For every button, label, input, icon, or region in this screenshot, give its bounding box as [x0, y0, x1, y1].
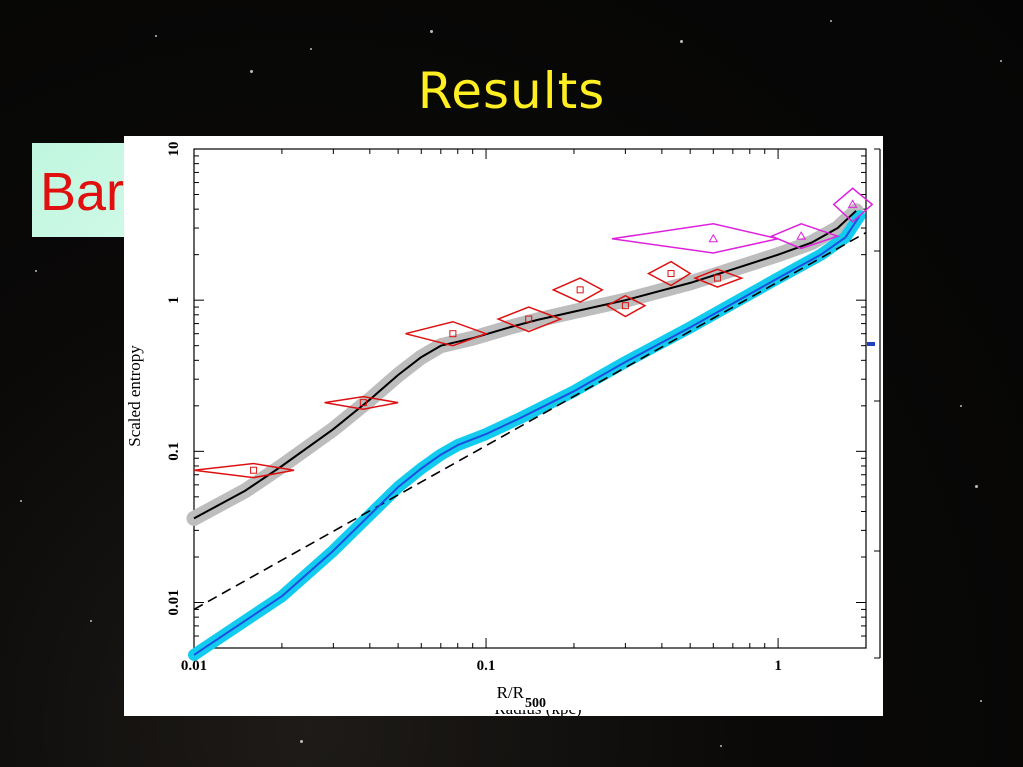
- red-point-marker: [576, 286, 584, 294]
- y-tick-label: 0.01: [166, 589, 182, 615]
- magenta-point-marker: [796, 231, 807, 240]
- red-point-marker: [359, 399, 367, 407]
- red-point-marker: [621, 302, 629, 310]
- star: [35, 270, 37, 272]
- star: [720, 745, 722, 747]
- magenta-point-marker: [847, 199, 858, 208]
- red-point-error-diamond: [193, 462, 295, 479]
- star: [310, 48, 312, 50]
- bullet-text: Bar: [40, 162, 125, 222]
- red-point-marker: [667, 270, 675, 278]
- star: [155, 35, 157, 37]
- series-band-grey: [186, 203, 864, 526]
- star: [680, 40, 683, 43]
- star: [300, 740, 303, 743]
- red-point-marker: [449, 330, 457, 338]
- series-line-black: [193, 210, 857, 520]
- y-axis-label: Scaled entropy: [125, 345, 144, 447]
- slide-title: Results: [417, 62, 606, 120]
- star: [430, 30, 433, 33]
- magenta-point-marker: [708, 233, 719, 243]
- red-point-error-diamond: [605, 294, 647, 318]
- label-mask: [414, 696, 664, 710]
- x-tick-label: 0.1: [477, 658, 496, 674]
- x-tick-label: 0.01: [181, 658, 207, 674]
- red-point-error-diamond: [324, 395, 399, 410]
- series-band-cyan: [188, 210, 866, 661]
- x-axis-label-main: R/R: [497, 683, 525, 702]
- star: [250, 70, 253, 73]
- star: [980, 700, 982, 702]
- magenta-point-error-diamond: [832, 187, 874, 223]
- x-axis-label: R/R: [497, 683, 525, 702]
- red-point-marker: [713, 274, 721, 282]
- red-point-error-diamond: [551, 277, 604, 304]
- x-axis-label-subscript: 500: [525, 696, 546, 711]
- y-tick-label: 0.1: [166, 442, 182, 461]
- magenta-point-error-diamond: [611, 223, 779, 254]
- red-point-error-diamond: [405, 320, 489, 347]
- red-point-error-diamond: [693, 268, 744, 288]
- y-tick-label: 10: [166, 142, 182, 157]
- star: [975, 485, 978, 488]
- red-point-error-diamond: [496, 306, 563, 333]
- red-point-error-diamond: [646, 260, 692, 287]
- red-point-marker: [250, 466, 258, 474]
- star: [90, 620, 92, 622]
- star: [830, 20, 832, 22]
- y-tick-label: 1: [166, 296, 182, 304]
- star: [1000, 60, 1002, 62]
- blue-marker: [867, 342, 875, 346]
- magenta-point-error-diamond: [769, 223, 841, 250]
- series-line-blue: [193, 215, 861, 656]
- star: [960, 405, 962, 407]
- red-point-marker: [525, 315, 533, 323]
- star: [20, 500, 22, 502]
- series-line-dashed: [193, 231, 867, 611]
- plot-frame: [193, 148, 867, 649]
- x-tick-label: 1: [774, 658, 782, 674]
